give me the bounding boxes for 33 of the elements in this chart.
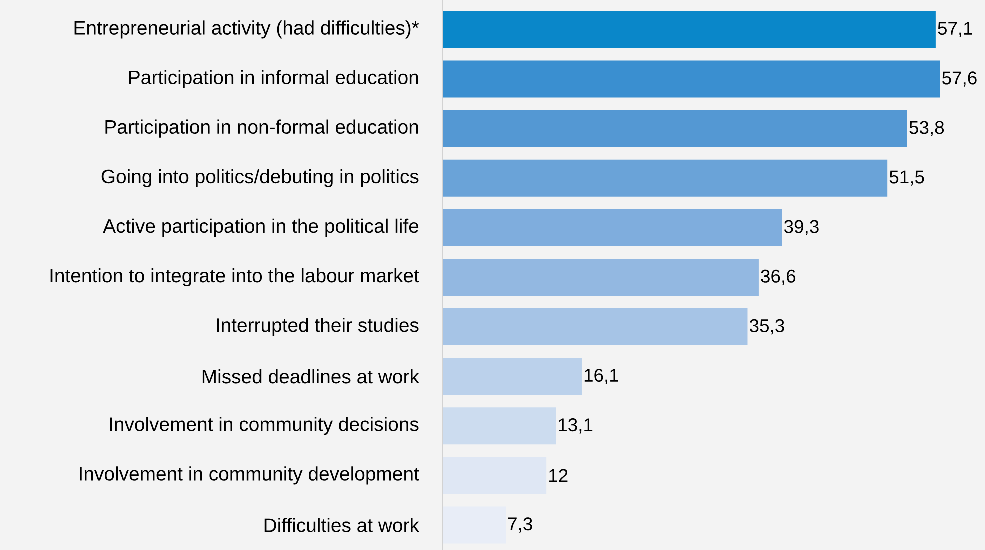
data-label: 7,3 [508, 518, 532, 533]
bar [443, 110, 908, 148]
y-tick-label: Participation in non-formal education [106, 120, 418, 138]
data-label: 57,6 [942, 72, 977, 87]
data-label: 57,1 [938, 22, 972, 38]
y-tick-label: Intention to integrate into the labour market [50, 268, 420, 287]
y-tick-label: Missed deadlines at work [202, 369, 420, 384]
data-label: 35,3 [750, 319, 784, 335]
bar [443, 209, 782, 246]
bar [443, 506, 506, 544]
data-label: 13,1 [559, 418, 593, 434]
y-tick-label: Entrepreneurial activity (had difficulties)* [74, 20, 420, 39]
y-tick-label: Participation in informal education [130, 70, 418, 88]
bar [443, 60, 940, 98]
bar [443, 11, 936, 48]
y-tick-label: Involvement in community development [80, 466, 420, 485]
data-label: 16,1 [584, 368, 618, 384]
y-tick-label: Active participation in the political life [103, 218, 419, 237]
bar [443, 258, 759, 296]
y-tick-label: Going into politics/debuting in politics [102, 169, 419, 188]
data-label: 36,6 [761, 270, 796, 286]
bar [443, 408, 556, 445]
data-label: 51,5 [890, 170, 924, 186]
y-tick-label: Interrupted their studies [217, 318, 419, 336]
bar [443, 457, 547, 494]
bar [443, 160, 888, 197]
y-tick-label: Difficulties at work [264, 518, 420, 532]
bar [443, 308, 748, 346]
bar [443, 358, 582, 396]
data-label: 12 [550, 469, 568, 482]
y-tick-label: Involvement in community decisions [110, 417, 419, 436]
data-label: 39,3 [784, 220, 819, 236]
data-label: 53,8 [910, 121, 944, 136]
